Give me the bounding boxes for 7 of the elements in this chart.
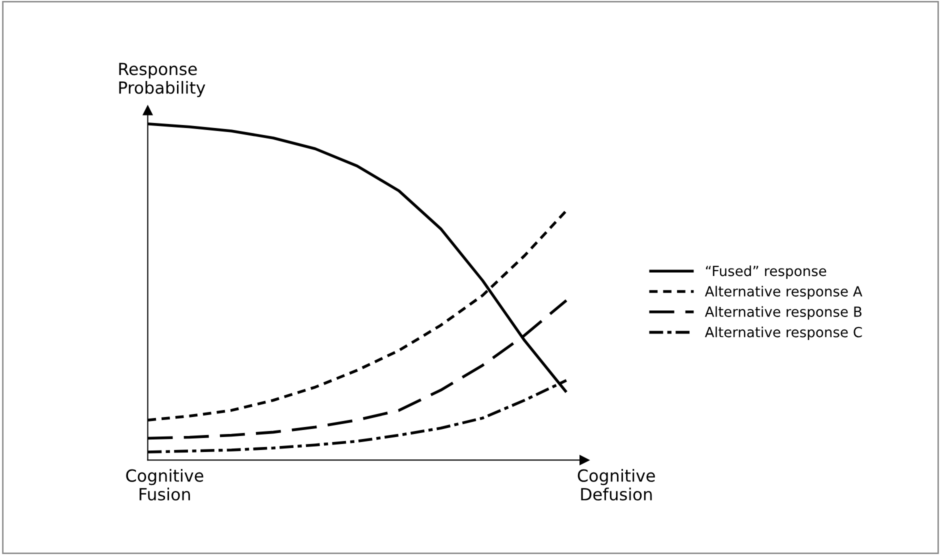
- legend-label: Alternative response B: [704, 306, 862, 320]
- legend-label: Alternative response A: [704, 286, 862, 300]
- legend-label: “Fused” response: [706, 265, 826, 279]
- text: Cognitive Fusion: [126, 468, 204, 501]
- text: Cognitive Defusion: [578, 468, 655, 501]
- legend-label: Alternative response C: [704, 326, 862, 340]
- y-axis-title: Response Probability: [119, 62, 206, 98]
